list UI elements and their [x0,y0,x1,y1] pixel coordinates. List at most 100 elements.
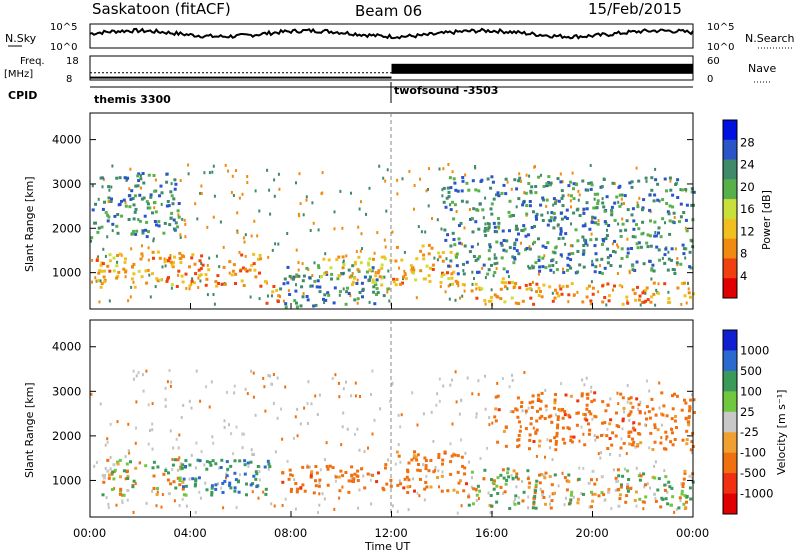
echo-cell [118,458,122,462]
scatter-cell [654,231,657,234]
scatter-cell [222,245,225,249]
echo-cell [277,294,281,298]
echo-cell [690,239,694,243]
echo-cell [337,255,341,259]
echo-cell [413,450,417,454]
echo-cell [637,432,641,435]
echo-cell [351,264,355,268]
echo-cell [353,260,357,264]
echo-cell [534,485,538,489]
echo-cell [234,478,238,482]
echo-cell [341,474,345,478]
scatter-cell [572,495,575,499]
nave-label: Nave [748,62,776,75]
echo-cell [583,413,587,417]
velocity-cbar-tick: 1000 [740,343,769,357]
echo-cell [687,420,691,424]
echo-cell [619,392,623,396]
echo-cell [152,460,156,464]
scatter-cell [506,180,509,184]
echo-cell [510,296,514,300]
freq-label: Freq. [20,56,45,67]
echo-cell [538,416,542,420]
echo-cell [467,503,471,507]
echo-cell [140,197,144,201]
echo-cell [90,236,94,240]
echo-cell [320,275,323,279]
echo-cell [170,211,174,215]
echo-cell [460,199,464,203]
echo-cell [618,497,622,501]
scatter-cell [134,482,137,485]
scatter-cell [141,373,144,377]
nsky-trace-path [89,27,694,40]
echo-cell [608,437,612,440]
echo-cell [538,481,542,485]
echo-cell [118,252,122,256]
echo-cell [549,216,553,220]
echo-cell [600,491,604,495]
echo-cell [359,261,363,265]
echo-cell [565,217,569,220]
scatter-cell [539,487,542,491]
scatter-cell [205,385,208,389]
echo-cell [639,245,643,249]
scatter-cell [281,437,284,441]
echo-cell [103,473,107,477]
echo-cell [325,465,329,468]
echo-cell [238,459,242,463]
scatter-cell [95,461,98,464]
scatter-cell [658,406,661,410]
scatter-cell [599,264,601,268]
echo-cell [427,252,431,256]
scatter-cell [206,293,209,297]
echo-cell [504,425,508,429]
echo-cell [651,263,655,267]
echo-cell [476,270,479,274]
echo-cell [621,302,625,306]
echo-cell [560,292,564,296]
echo-cell [671,193,675,197]
echo-cell [353,298,357,302]
scatter-cell [199,496,202,500]
scatter-cell [185,504,188,508]
echo-cell [488,245,492,249]
scatter-cell [449,283,452,287]
scatter-cell [273,504,276,508]
echo-cell [474,259,478,262]
echo-cell [200,254,204,258]
echo-cell [108,473,111,477]
echo-cell [279,287,283,291]
echo-cell [684,188,688,191]
scatter-cell [565,496,567,500]
echo-cell [565,208,569,212]
echo-cell [265,301,269,305]
echo-cell [560,217,564,221]
scatter-cell [490,288,493,292]
echo-cell [620,193,624,197]
echo-cell [347,292,351,295]
velocity-heatmap [90,369,696,515]
echo-cell [683,469,687,473]
echo-cell [406,491,410,494]
echo-cell [301,483,305,487]
echo-cell [219,466,223,469]
echo-cell [549,414,553,418]
echo-cell [197,268,201,272]
scatter-cell [212,215,215,219]
echo-cell [690,187,694,191]
echo-cell [569,180,573,184]
echo-cell [327,293,331,297]
scatter-cell [227,169,230,173]
echo-cell [614,488,618,492]
echo-cell [421,244,425,248]
echo-cell [141,229,145,233]
echo-cell [127,218,131,221]
scatter-cell [626,400,629,404]
echo-cell [585,407,589,411]
echo-cell [226,467,230,471]
echo-cell [622,406,626,410]
echo-cell [483,468,487,472]
scatter-cell [253,219,256,223]
scatter-cell [684,256,687,260]
